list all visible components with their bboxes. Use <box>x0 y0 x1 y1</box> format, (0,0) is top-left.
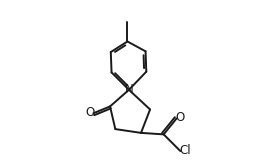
Text: O: O <box>176 111 185 124</box>
Text: N: N <box>125 83 134 96</box>
Text: Cl: Cl <box>179 144 191 157</box>
Text: O: O <box>85 106 95 119</box>
